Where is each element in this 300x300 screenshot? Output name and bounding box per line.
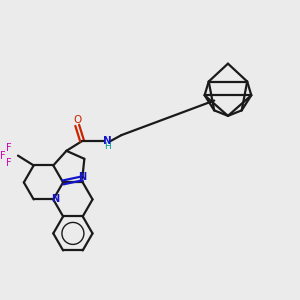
Text: N: N [78,172,86,182]
Text: F: F [6,158,12,169]
Text: H: H [104,142,110,152]
Text: F: F [6,143,12,153]
Text: N: N [103,136,112,146]
Text: F: F [0,151,6,160]
Text: N: N [51,194,59,204]
Text: O: O [73,115,81,125]
